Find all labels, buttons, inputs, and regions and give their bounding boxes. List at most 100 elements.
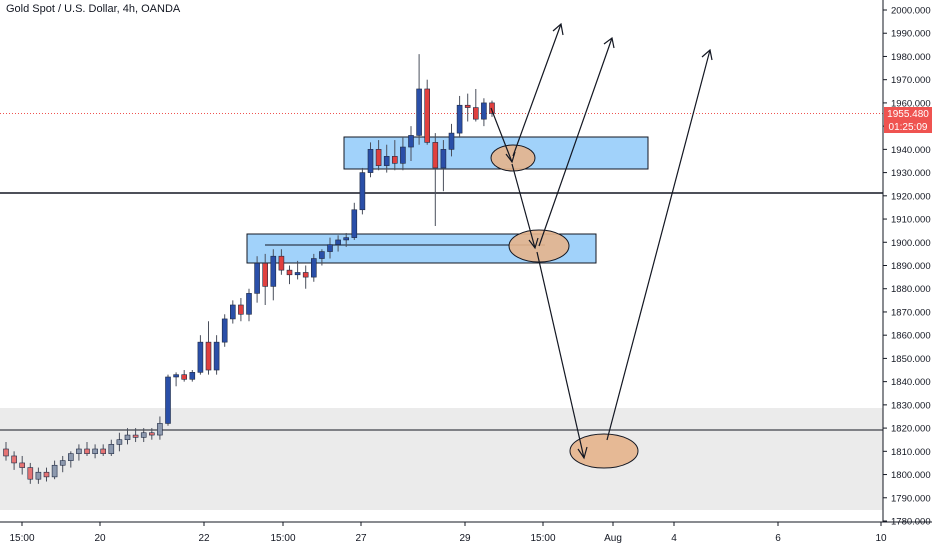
- arrow-up-3-head: [701, 48, 713, 61]
- price-tick-label: 1970.000: [891, 75, 931, 86]
- candle-body[interactable]: [173, 374, 179, 378]
- price-tick-label: 1800.000: [891, 470, 931, 481]
- time-axis[interactable]: 15:00 20 22 15:00 27 29 15:00 Aug 4 6 10: [9, 522, 887, 544]
- time-tick-label: Aug: [604, 533, 622, 544]
- candle-body[interactable]: [489, 102, 495, 114]
- candle-body[interactable]: [19, 462, 26, 468]
- candle-body[interactable]: [35, 471, 42, 480]
- candle-body[interactable]: [197, 341, 204, 373]
- candle-body[interactable]: [294, 272, 301, 276]
- price-tick-label: 1910.000: [891, 215, 931, 226]
- candle-body[interactable]: [391, 156, 398, 164]
- price-tick-label: 1860.000: [891, 331, 931, 342]
- target-oval-3[interactable]: [569, 433, 639, 469]
- candle-body[interactable]: [254, 262, 260, 294]
- price-tick-label: 1830.000: [891, 400, 931, 411]
- candle-body[interactable]: [189, 372, 196, 380]
- candle-body[interactable]: [59, 460, 66, 466]
- candle-body[interactable]: [327, 244, 333, 252]
- arrow-down-2: [511, 163, 536, 249]
- candle-body[interactable]: [108, 444, 115, 454]
- price-tick-label: 2000.000: [891, 6, 931, 17]
- candle-body[interactable]: [310, 258, 317, 278]
- candle-body[interactable]: [424, 88, 431, 143]
- arrow-up-3: [606, 49, 711, 441]
- candle-body[interactable]: [124, 434, 131, 441]
- candle-body[interactable]: [116, 439, 123, 445]
- price-tick-label: 1960.000: [891, 98, 931, 109]
- candle-body[interactable]: [440, 149, 447, 169]
- candle-body[interactable]: [221, 318, 228, 343]
- candle-body[interactable]: [92, 448, 98, 454]
- candle-body[interactable]: [319, 251, 325, 259]
- candle-body[interactable]: [464, 104, 471, 108]
- price-tick-label: 1930.000: [891, 168, 931, 179]
- candle-body[interactable]: [246, 293, 252, 315]
- price-tick-label: 1940.000: [891, 145, 931, 156]
- price-tick-label: 1790.000: [891, 493, 931, 504]
- candle-body[interactable]: [359, 172, 366, 211]
- candle-body[interactable]: [238, 304, 244, 315]
- candle-body[interactable]: [43, 471, 50, 478]
- arrow-down-2-head: [528, 237, 539, 250]
- range-zone: [0, 408, 883, 510]
- candle-body[interactable]: [76, 448, 82, 454]
- arrow-down-1-head: [505, 151, 516, 164]
- candle-body[interactable]: [456, 104, 463, 134]
- candle-body[interactable]: [448, 132, 455, 150]
- candle-body[interactable]: [165, 376, 171, 424]
- countdown-badge: [884, 120, 932, 133]
- arrow-down-3-head: [577, 446, 588, 460]
- time-tick-label: 15:00: [530, 533, 555, 544]
- candle-body[interactable]: [416, 88, 422, 136]
- candle-body[interactable]: [432, 142, 439, 169]
- price-axis[interactable]: 2000.000 1990.000 1980.000 1970.000 1960.000…: [883, 6, 931, 528]
- candle-body[interactable]: [286, 269, 293, 276]
- candle-body[interactable]: [140, 432, 147, 438]
- price-tick-label: 1990.000: [891, 29, 931, 40]
- candle-body[interactable]: [375, 149, 382, 166]
- candle-body[interactable]: [3, 448, 9, 457]
- time-tick-label: 22: [198, 533, 210, 544]
- candle-body[interactable]: [302, 272, 309, 278]
- candle-body[interactable]: [343, 237, 350, 241]
- projection-arrows[interactable]: [490, 22, 713, 460]
- candle-body[interactable]: [270, 255, 277, 287]
- price-tick-label: 1980.000: [891, 52, 931, 63]
- time-tick-label: 6: [775, 533, 781, 544]
- candle-body[interactable]: [100, 448, 106, 454]
- candle-body[interactable]: [213, 341, 220, 371]
- candle-body[interactable]: [472, 107, 479, 120]
- price-tick-label: 1820.000: [891, 424, 931, 435]
- price-tick-label: 1920.000: [891, 191, 931, 202]
- price-axis-bg[interactable]: [883, 0, 932, 550]
- candle-body[interactable]: [383, 156, 390, 166]
- time-tick-label: 29: [459, 533, 471, 544]
- candle-body[interactable]: [351, 209, 358, 238]
- arrow-up-1-head: [552, 22, 564, 36]
- candle-body[interactable]: [132, 434, 139, 438]
- candle-body[interactable]: [149, 432, 155, 436]
- candle-body[interactable]: [11, 455, 17, 464]
- arrow-down-3: [536, 251, 585, 459]
- candle-body[interactable]: [68, 453, 74, 461]
- candle-body[interactable]: [335, 239, 341, 245]
- arrow-up-1: [512, 23, 562, 157]
- candle-body[interactable]: [181, 374, 187, 380]
- candle-body[interactable]: [481, 102, 487, 120]
- candle-body[interactable]: [367, 149, 374, 173]
- candle-body[interactable]: [230, 304, 236, 320]
- time-tick-label: 27: [355, 533, 367, 544]
- time-tick-label: 10: [875, 533, 887, 544]
- candle-body[interactable]: [408, 135, 414, 148]
- candle-body[interactable]: [400, 146, 406, 164]
- candle-body[interactable]: [84, 448, 90, 454]
- candle-body[interactable]: [51, 464, 58, 478]
- candle-body[interactable]: [278, 255, 285, 271]
- candle-body[interactable]: [27, 467, 34, 480]
- candle-body[interactable]: [205, 341, 212, 371]
- candle-body[interactable]: [157, 423, 163, 436]
- candle-body[interactable]: [262, 262, 269, 287]
